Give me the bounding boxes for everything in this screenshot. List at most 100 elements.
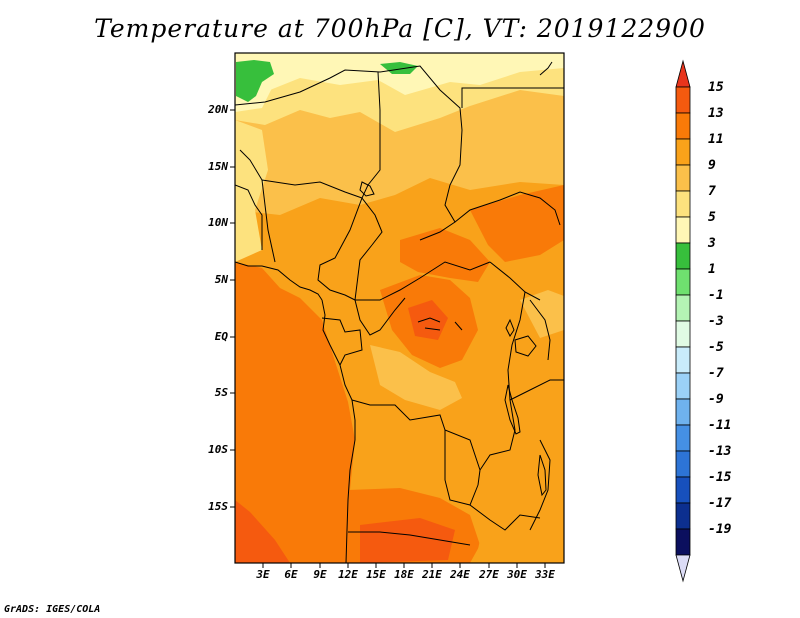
- lon-label-18e: 18E: [394, 568, 414, 581]
- lon-label-24e: 24E: [450, 568, 470, 581]
- field-drc-yellow-7c: [370, 345, 462, 410]
- border-angola-namibia: [348, 531, 471, 546]
- field-angola-13c: [360, 518, 455, 563]
- colorbar-label: -19: [708, 522, 732, 537]
- colorbar-label: -15: [708, 470, 732, 485]
- field-ocean-11c: [235, 262, 355, 563]
- colorbar-swatch: [675, 372, 691, 400]
- border-chad-sudan: [419, 129, 463, 241]
- colorbar-label: -3: [708, 314, 724, 329]
- border-angola-zambia: [444, 430, 479, 506]
- lake-albert: [505, 318, 515, 337]
- colorbar-label: -9: [708, 392, 724, 407]
- border-sudan-south: [454, 191, 561, 226]
- lake-victoria: [514, 335, 537, 357]
- border-gabon-congo: [321, 317, 363, 366]
- lat-label-15s: 15S: [208, 500, 228, 513]
- field-sw-13c: [235, 500, 290, 563]
- colorbar-label: 15: [708, 80, 724, 95]
- colorbar-label: 3: [708, 236, 716, 251]
- colorbar-swatch: [675, 528, 691, 556]
- border-kenya-uganda: [529, 299, 551, 361]
- colorbar-label: 5: [708, 210, 716, 225]
- colorbar-swatch: [675, 554, 691, 583]
- field-green-1c: [236, 60, 274, 102]
- grads-credit: GrADS: IGES/COLA: [4, 604, 101, 615]
- border-nigeria: [261, 179, 363, 263]
- border-south-sudan-drc: [489, 261, 541, 301]
- colorbar-swatch: [675, 476, 691, 504]
- colorbar: [675, 59, 691, 583]
- colorbar-swatch: [675, 268, 691, 296]
- colorbar-label: 7: [708, 184, 716, 199]
- colorbar-label: 11: [708, 132, 724, 147]
- sudan-red-sea-coast: [539, 61, 553, 76]
- colorbar-swatch: [675, 450, 691, 478]
- field-car-11c: [400, 228, 490, 282]
- field-west-strip-5c: [235, 120, 268, 262]
- colorbar-label: -7: [708, 366, 724, 381]
- colorbar-label: -17: [708, 496, 732, 511]
- lat-label-10s: 10S: [208, 443, 228, 456]
- lon-label-3e: 3E: [256, 568, 270, 581]
- colorbar-swatch: [675, 320, 691, 348]
- border-zambia-south: [469, 504, 541, 531]
- lon-label-6e: 6E: [284, 568, 298, 581]
- border-tanzania: [509, 379, 564, 401]
- colorbar-swatch: [675, 190, 691, 218]
- border-libya-chad: [361, 71, 383, 246]
- field-south-9c: [475, 528, 564, 563]
- colorbar-label: 9: [708, 158, 716, 173]
- lake-chad: [359, 181, 375, 197]
- lon-label-21e: 21E: [422, 568, 442, 581]
- lake-malawi: [537, 454, 547, 497]
- lake-fragments-drc: [417, 317, 463, 331]
- field-south-sudan-11c: [470, 185, 564, 262]
- colorbar-swatch: [675, 59, 691, 88]
- lat-label-10n: 10N: [208, 216, 228, 229]
- lon-label-30e: 30E: [507, 568, 527, 581]
- lon-label-33e: 33E: [535, 568, 555, 581]
- border-algeria-niger: [235, 65, 463, 131]
- lake-tanganyika: [504, 384, 521, 435]
- colorbar-label: -11: [708, 418, 732, 433]
- map-frame: [234, 52, 565, 564]
- border-drc-east: [477, 291, 526, 486]
- lon-label-12e: 12E: [338, 568, 358, 581]
- colorbar-label: -1: [708, 288, 724, 303]
- colorbar-swatch: [675, 216, 691, 244]
- colorbar-swatch: [675, 112, 691, 140]
- lon-label-9e: 9E: [313, 568, 327, 581]
- lat-label-eq: EQ: [214, 330, 228, 343]
- colorbar-label: -5: [708, 340, 724, 355]
- lat-label-5n: 5N: [214, 273, 228, 286]
- colorbar-swatch: [675, 424, 691, 452]
- colorbar-swatch: [675, 86, 691, 114]
- temperature-field: [235, 53, 564, 563]
- colorbar-swatch: [675, 502, 691, 530]
- border-car: [354, 244, 491, 301]
- border-egypt-sudan: [461, 87, 564, 108]
- colorbar-swatch: [675, 398, 691, 426]
- lat-label-5s: 5S: [214, 386, 228, 399]
- coastline-west-africa: [235, 261, 323, 301]
- chart-title: Temperature at 700hPa [C], VT: 201912290…: [94, 14, 706, 43]
- border-mozambique: [529, 439, 551, 531]
- colorbar-label: 1: [708, 262, 716, 277]
- colorbar-swatch: [675, 294, 691, 322]
- colorbar-swatch: [675, 164, 691, 192]
- lon-label-15e: 15E: [366, 568, 386, 581]
- border-cameroon: [317, 197, 363, 301]
- lon-label-27e: 27E: [479, 568, 499, 581]
- country-borders: [235, 61, 564, 563]
- colorbar-swatch: [675, 242, 691, 270]
- lat-label-20n: 20N: [208, 103, 228, 116]
- border-congo-drc: [354, 297, 406, 336]
- colorbar-label: 13: [708, 106, 724, 121]
- colorbar-swatch: [675, 138, 691, 166]
- colorbar-label: -13: [708, 444, 732, 459]
- border-angola-drc: [351, 399, 481, 471]
- colorbar-swatch: [675, 346, 691, 374]
- axis-ticks: [230, 109, 546, 568]
